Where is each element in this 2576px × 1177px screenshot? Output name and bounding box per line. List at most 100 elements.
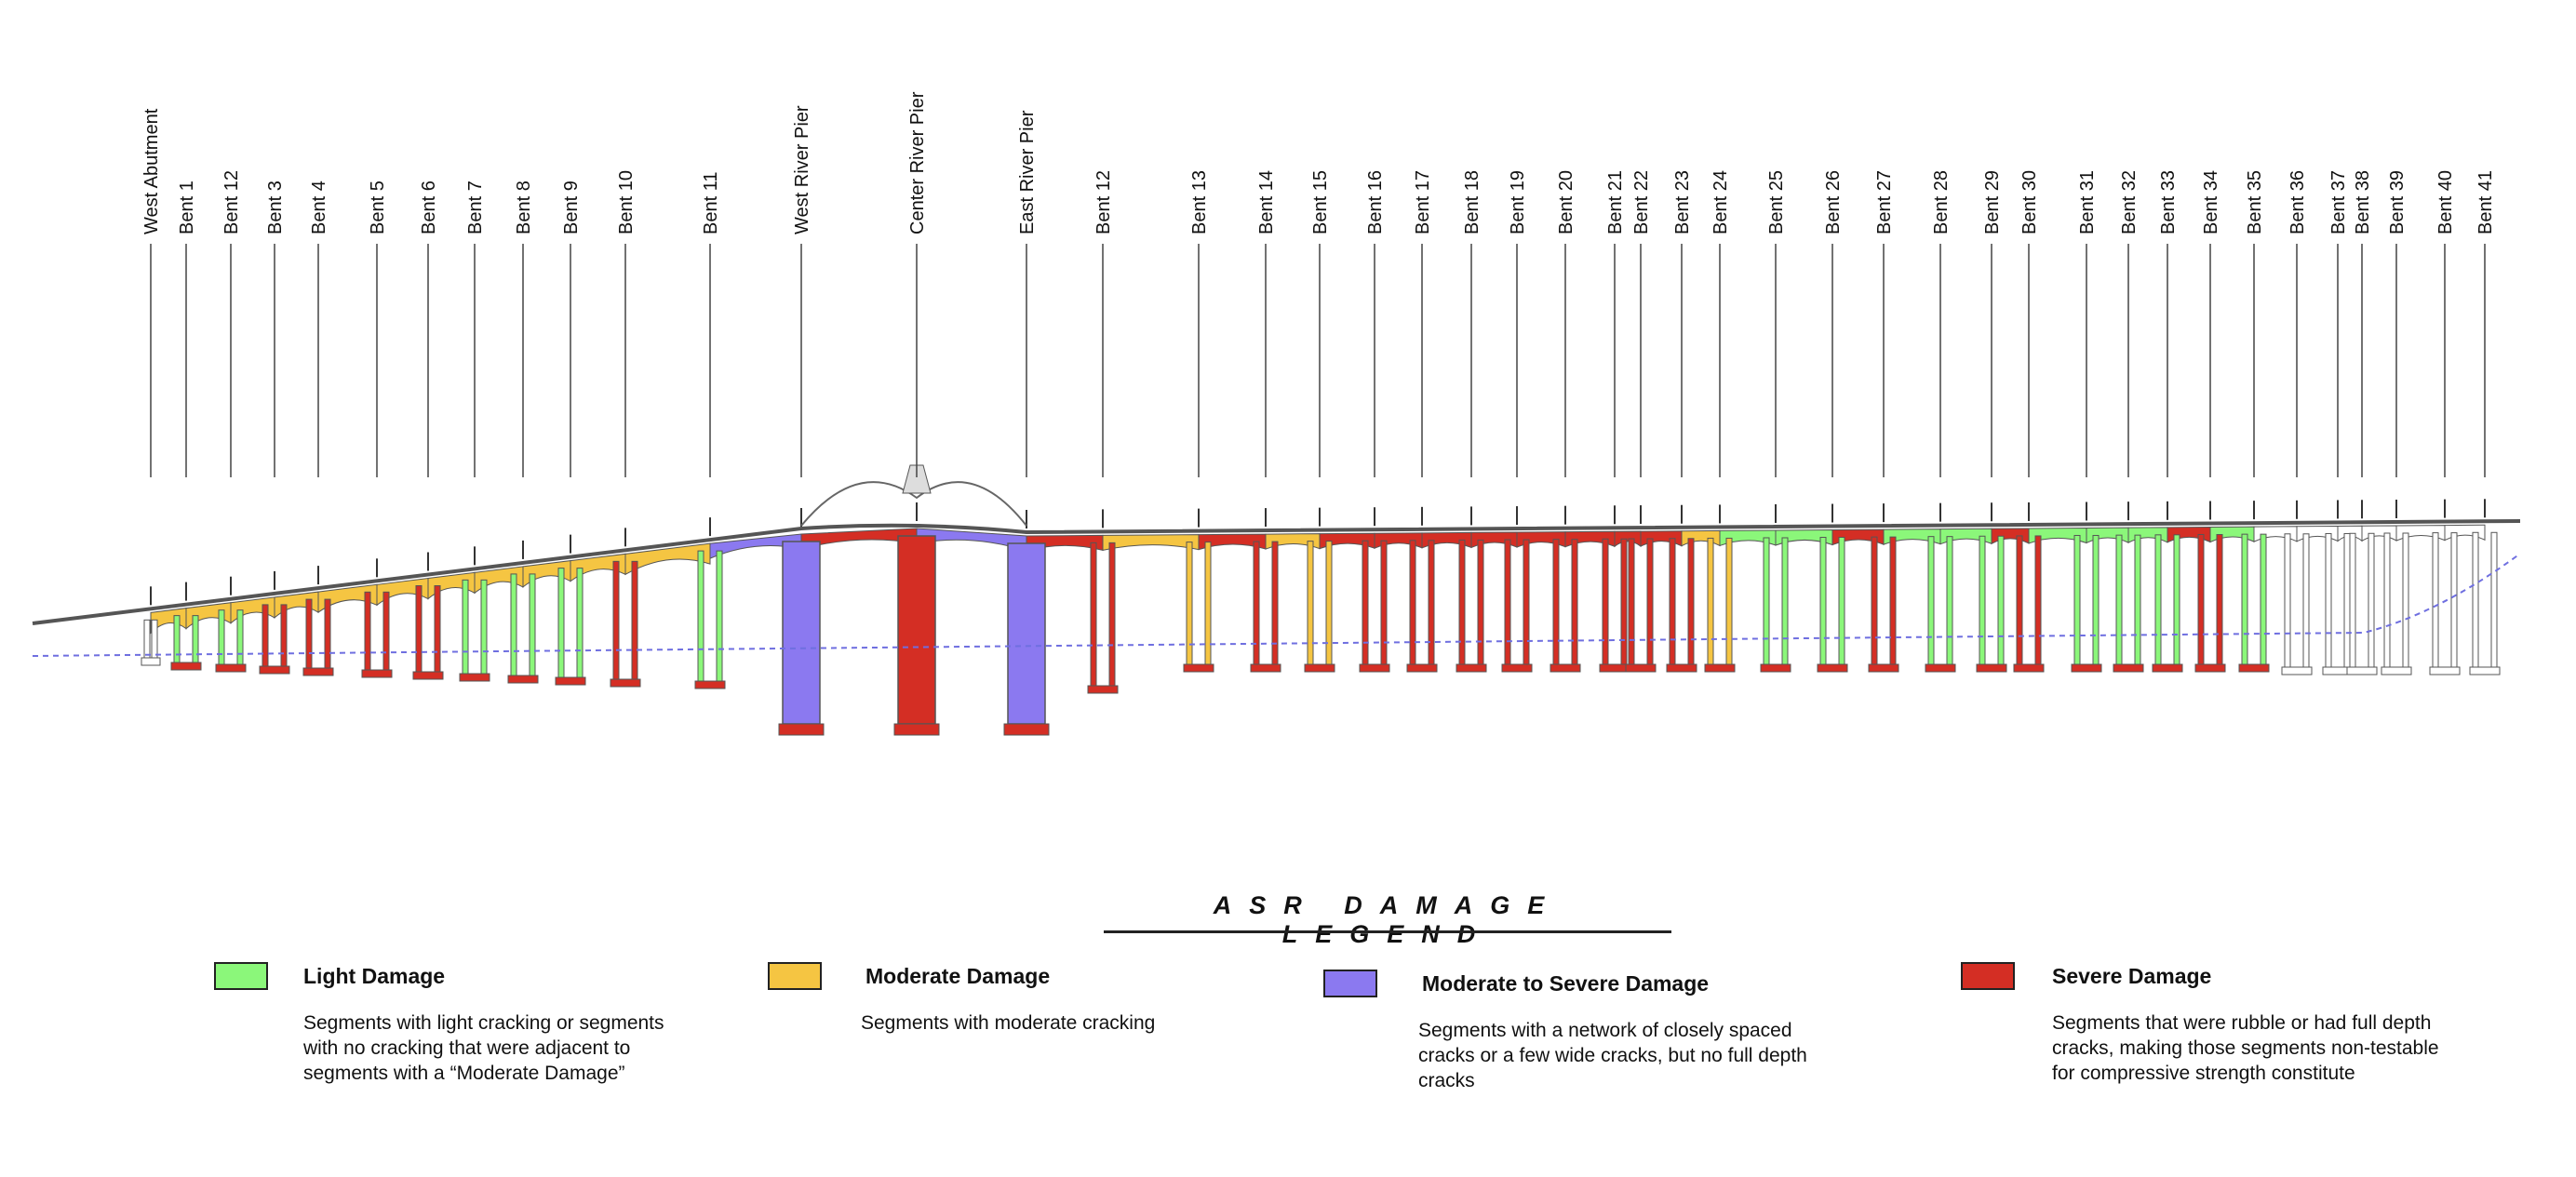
support-label-text: Center River Pier — [907, 91, 928, 234]
support-label-text: Bent 34 — [2201, 170, 2221, 234]
support-label: Bent 35 — [2245, 170, 2265, 477]
support-label: Bent 33 — [2158, 170, 2179, 477]
legend-item-title: Moderate to Severe Damage — [1422, 971, 1710, 996]
bent-column — [507, 540, 539, 684]
asr-damage-legend: ASR DAMAGE LEGEND Light Damage Segments … — [0, 865, 2576, 1177]
bent-column — [1003, 510, 1050, 736]
support-label: Bent 24 — [1711, 170, 1731, 477]
support-label: Bent 21 — [1605, 170, 1626, 477]
support-label: Bent 40 — [2435, 170, 2456, 477]
bent-column — [2469, 499, 2501, 675]
bent-column — [2281, 500, 2313, 675]
bent-column — [1359, 507, 1390, 673]
river-arch — [800, 481, 1027, 527]
moderate-severe-damage-swatch — [1323, 970, 1377, 997]
deck-span-segment — [2127, 527, 2168, 543]
support-label-text: Bent 29 — [1982, 170, 2003, 234]
bent-column — [2013, 502, 2045, 673]
support-label-text: Bent 9 — [561, 181, 582, 234]
support-label: East River Pier — [1017, 110, 1038, 477]
legend-item-title: Moderate Damage — [865, 964, 1051, 988]
bent-column — [1183, 508, 1214, 673]
deck-span-segment — [1102, 534, 1200, 552]
support-label-text: Bent 4 — [309, 181, 329, 234]
support-label-text: Bent 15 — [1310, 170, 1331, 234]
support-label: Bent 31 — [2077, 170, 2098, 477]
support-label: Bent 38 — [2353, 170, 2373, 477]
bent-column — [1250, 508, 1281, 673]
support-label-text: Bent 1 — [177, 181, 197, 234]
support-label-text: West Abutment — [141, 108, 162, 234]
support-label: Bent 4 — [309, 181, 329, 477]
bent-column — [1868, 503, 1899, 673]
support-label: Bent 20 — [1556, 170, 1576, 477]
bent-column — [459, 546, 490, 682]
bent-column — [778, 508, 825, 736]
moderate-damage-swatch — [768, 962, 822, 990]
support-label-text: Bent 16 — [1365, 170, 1386, 234]
legend-title: ASR DAMAGE LEGEND — [1213, 891, 1563, 948]
support-label: Bent 17 — [1413, 170, 1433, 477]
bent-column — [1666, 504, 1697, 673]
support-label-text: Bent 3 — [265, 181, 286, 234]
legend-item-description: Segments that were rubble or had full de… — [2052, 1012, 2439, 1084]
support-labels: West Abutment Bent 1 Bent 12 Bent 3 Bent 4 Be… — [141, 91, 2496, 477]
bent-column — [1704, 504, 1736, 673]
bent-column — [141, 586, 161, 666]
support-label: Bent 34 — [2201, 170, 2221, 477]
support-label: Bent 32 — [2119, 170, 2140, 477]
support-label: Bent 12 — [1093, 170, 1114, 477]
bent-column — [1550, 505, 1581, 673]
support-label-text: Bent 11 — [701, 172, 721, 234]
bridge-elevation-diagram: West Abutment Bent 1 Bent 12 Bent 3 Bent 4 Be… — [32, 91, 2521, 736]
support-label-text: Bent 27 — [1874, 170, 1895, 234]
support-label: Bent 26 — [1823, 170, 1844, 477]
deck-line — [32, 519, 2521, 625]
support-label-text: Bent 18 — [1462, 170, 1483, 234]
bent-column — [1817, 503, 1848, 673]
bent-column — [1976, 502, 2007, 673]
support-label: Bent 13 — [1189, 170, 1210, 477]
bent-column — [893, 502, 940, 736]
support-label: Bent 19 — [1508, 170, 1528, 477]
deck-span-segment — [1681, 529, 1721, 547]
support-label: Bent 37 — [2328, 170, 2349, 477]
severe-damage-swatch — [1961, 962, 2015, 990]
support-label-text: Bent 12 — [221, 170, 242, 234]
bent-column — [1501, 506, 1533, 673]
support-label: Bent 36 — [2288, 170, 2308, 477]
bent-column — [1625, 505, 1657, 673]
support-label-text: Bent 6 — [419, 181, 439, 234]
bent-column — [2152, 501, 2183, 673]
support-label-text: West River Pier — [792, 105, 812, 234]
support-label-text: Bent 8 — [514, 181, 534, 234]
support-label-text: East River Pier — [1017, 110, 1038, 234]
support-label: Bent 11 — [701, 172, 721, 477]
bent-column — [1406, 506, 1438, 673]
bent-column — [259, 570, 290, 675]
support-label: Bent 41 — [2475, 170, 2496, 477]
bent-column — [170, 582, 202, 671]
legend-item-title: Light Damage — [303, 964, 446, 988]
legend-item-description: Segments with moderate cracking — [861, 1012, 1156, 1034]
support-label-text: Bent 12 — [1093, 170, 1114, 234]
support-label-text: Bent 41 — [2475, 170, 2496, 234]
bent-column — [2238, 501, 2270, 673]
light-damage-swatch — [214, 962, 268, 990]
support-label-text: Bent 35 — [2245, 170, 2265, 234]
support-label: Bent 14 — [1256, 170, 1277, 477]
support-label: Bent 25 — [1766, 170, 1787, 477]
bent-column — [1456, 506, 1487, 673]
support-label: Bent 12 — [221, 170, 242, 477]
support-label-text: Bent 40 — [2435, 170, 2456, 234]
deck-span-segment — [1614, 530, 1642, 548]
bent-column — [412, 552, 444, 680]
support-label-text: Bent 19 — [1508, 170, 1528, 234]
support-label-text: Bent 31 — [2077, 170, 2098, 234]
support-label-text: Bent 26 — [1823, 170, 1844, 234]
support-label-text: Bent 10 — [616, 170, 637, 234]
support-label-text: Bent 32 — [2119, 170, 2140, 234]
legend-item-description: Segments with light cracking or segments… — [303, 1012, 664, 1084]
support-label: Bent 8 — [514, 181, 534, 477]
deck-span-segment — [2444, 524, 2486, 542]
